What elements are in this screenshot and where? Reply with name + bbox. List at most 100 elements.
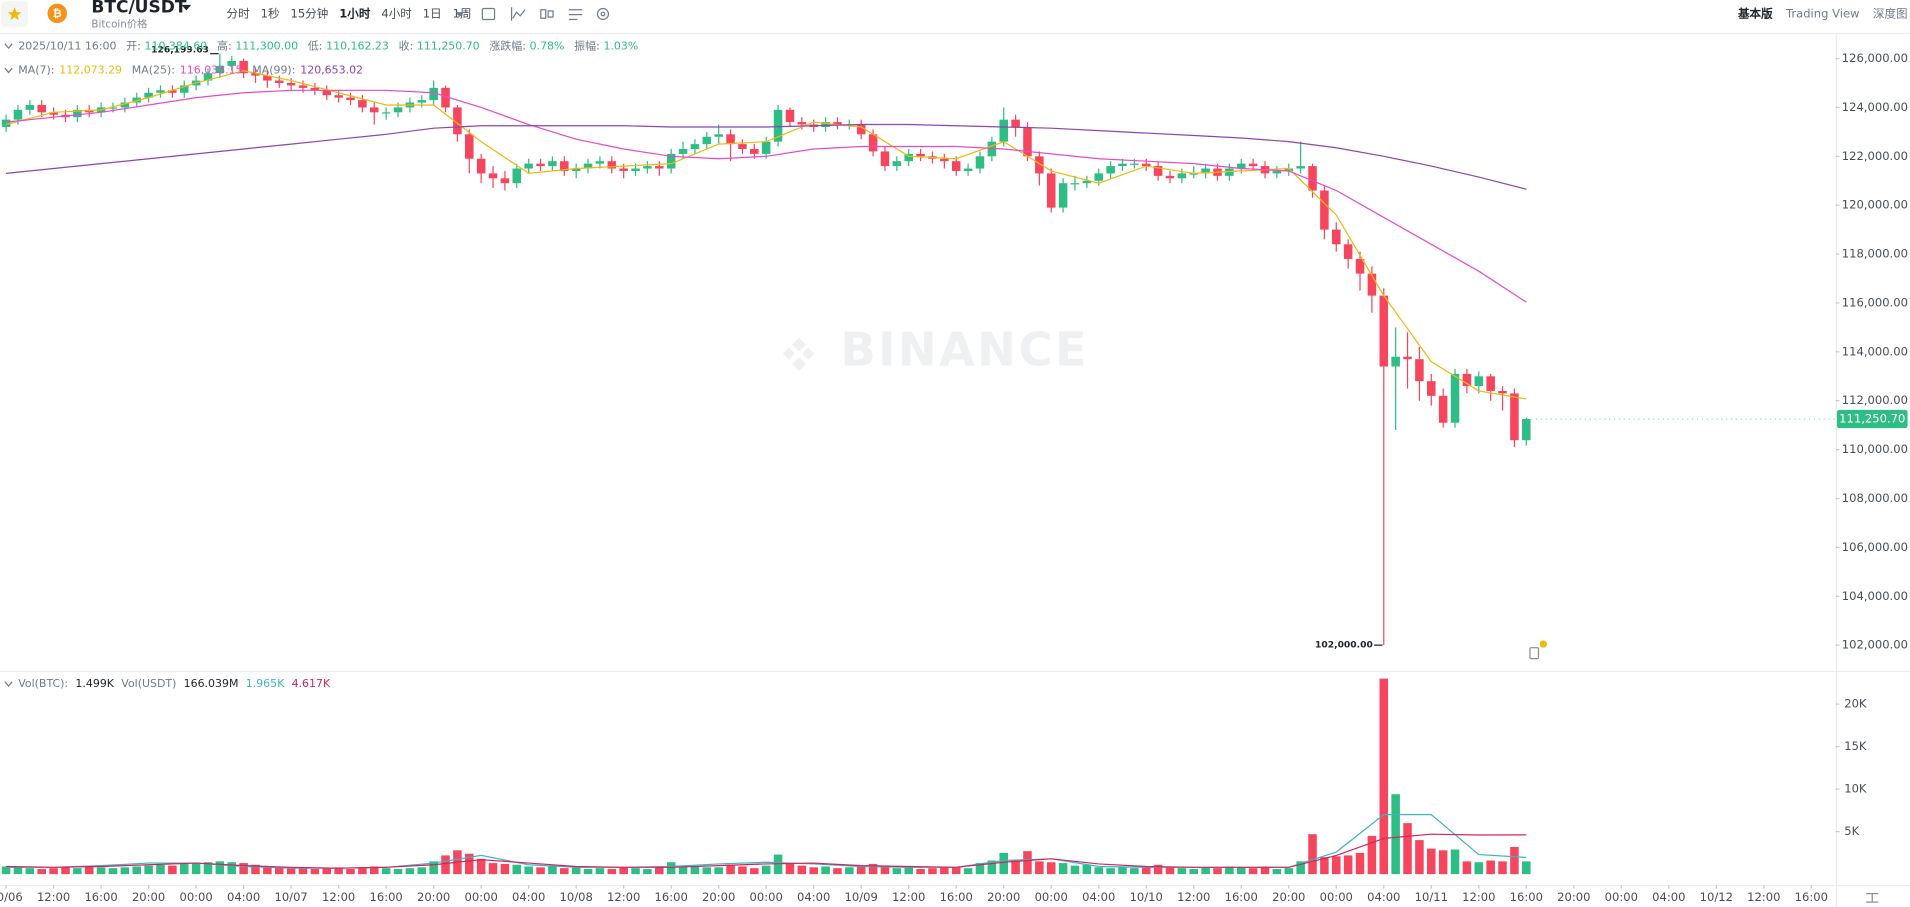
- volume-bar: [595, 868, 605, 875]
- candle-body: [643, 166, 652, 169]
- candle-body: [215, 65, 225, 74]
- scale-toggle[interactable]: [1866, 892, 1879, 903]
- volume-bar: [1058, 863, 1068, 875]
- favorite-button[interactable]: [1, 1, 29, 27]
- candle-body: [560, 161, 569, 171]
- x-tick-label: 04:00: [512, 890, 545, 904]
- candle-body: [358, 100, 367, 108]
- vol-legend-text: 1.499K: [75, 677, 114, 690]
- volume-bar: [73, 868, 82, 875]
- info-value: 0.78%: [530, 39, 565, 52]
- volume-bar: [1118, 866, 1127, 875]
- candle-body: [1236, 163, 1246, 169]
- info-value: 111,300.00: [235, 39, 298, 52]
- volume-bar: [61, 867, 70, 875]
- view-button[interactable]: Trading View: [1785, 7, 1859, 21]
- vol-ma-line: [6, 833, 1527, 869]
- interval-button[interactable]: 1秒: [261, 7, 280, 21]
- interval-button[interactable]: 1小时: [339, 7, 371, 21]
- volume-bar: [1343, 855, 1353, 875]
- volume-bar: [1035, 861, 1044, 875]
- x-tick-label: 00:00: [1320, 890, 1353, 904]
- x-tick-label: 10/07: [274, 890, 307, 904]
- volume-bar: [1510, 846, 1519, 875]
- x-tick-label: 16:00: [369, 890, 402, 904]
- volume-bar: [1153, 864, 1163, 875]
- candle-body: [833, 122, 842, 125]
- candle-body: [298, 85, 308, 88]
- interval-button[interactable]: 4小时: [381, 7, 412, 21]
- volume-bar: [1011, 859, 1020, 875]
- view-button[interactable]: 基本版: [1737, 7, 1773, 21]
- candle-body: [251, 73, 260, 76]
- x-tick-label: 10/09: [845, 890, 878, 904]
- calendar-icon[interactable]: [481, 7, 496, 21]
- volume-bar: [132, 866, 141, 875]
- x-tick-label: 20:00: [987, 890, 1020, 904]
- volume-bar: [1296, 861, 1305, 875]
- volume-bar: [1260, 866, 1270, 875]
- candle-body: [1415, 359, 1424, 382]
- candle-body: [1332, 229, 1341, 245]
- volume-bar: [868, 863, 878, 875]
- volume-bar: [750, 868, 759, 875]
- symbol-subtitle[interactable]: Bitcoin价格: [91, 17, 148, 30]
- volume-bar: [631, 868, 640, 875]
- candle-body: [1058, 183, 1068, 208]
- volume-bar: [37, 869, 46, 875]
- x-tick-label: 00:00: [465, 890, 498, 904]
- volume-bar: [381, 868, 391, 875]
- view-button[interactable]: 深度图: [1873, 7, 1908, 21]
- watermark: BINANCE: [782, 323, 1086, 377]
- candle-body: [156, 90, 165, 93]
- collapse-chevron[interactable]: [4, 67, 13, 74]
- alert-icon[interactable]: [1529, 647, 1540, 660]
- y-tick-label: 110,000.00: [1842, 442, 1908, 456]
- interval-button[interactable]: 1日: [423, 7, 442, 21]
- volume-bar: [1070, 865, 1080, 875]
- collapse-chevron[interactable]: [4, 681, 13, 687]
- candle-body: [1272, 170, 1282, 174]
- candle-body: [417, 100, 427, 103]
- volume-bar: [96, 867, 106, 875]
- collapse-chevron[interactable]: [4, 43, 13, 50]
- candle-body: [465, 134, 474, 159]
- settings-icon[interactable]: [596, 7, 610, 21]
- info-value: 110,162.23: [326, 39, 389, 52]
- x-tick-label: 12:00: [1177, 890, 1210, 904]
- volume-bar: [417, 867, 427, 875]
- y-tick-label: 124,000.00: [1842, 100, 1908, 114]
- alert-dot[interactable]: [1539, 640, 1548, 648]
- x-tick-label: 20:00: [702, 890, 735, 904]
- interval-button[interactable]: 分时: [227, 7, 251, 21]
- volume-bar: [619, 867, 628, 875]
- star-icon: [7, 7, 22, 21]
- y-tick-label: 106,000.00: [1842, 540, 1908, 554]
- volume-bar: [1106, 868, 1115, 875]
- volume-bar: [1403, 823, 1412, 875]
- candle-body: [1296, 166, 1305, 169]
- volume-bar: [690, 866, 700, 875]
- candle-body: [1343, 244, 1353, 259]
- candle-body: [975, 156, 985, 169]
- x-tick-label: 16:00: [1225, 890, 1258, 904]
- candle-body: [702, 136, 712, 145]
- symbol[interactable]: BTC/USDT: [91, 0, 187, 17]
- symbol-dropdown[interactable]: [181, 4, 192, 11]
- candle-body: [1403, 356, 1412, 360]
- bitcoin-icon-glyph: ₿: [53, 7, 62, 20]
- interval-button[interactable]: 15分钟: [291, 7, 329, 21]
- volume-panel: 5K 10K 15K 20K 10/06 12:00 16:00 20:00 00:00 04:0…: [0, 678, 1867, 904]
- candle-body: [690, 144, 700, 149]
- x-tick-label: 00:00: [750, 890, 783, 904]
- candle-body: [500, 178, 510, 184]
- candle-icon[interactable]: [540, 9, 547, 19]
- candle-body: [476, 158, 486, 174]
- volume-bar: [1094, 867, 1104, 875]
- ma-legend-name: MA(25):: [132, 64, 175, 77]
- volume-bar: [465, 853, 474, 875]
- candle-body: [1225, 168, 1234, 176]
- more-intervals[interactable]: [455, 12, 465, 18]
- candle-body: [1201, 168, 1210, 174]
